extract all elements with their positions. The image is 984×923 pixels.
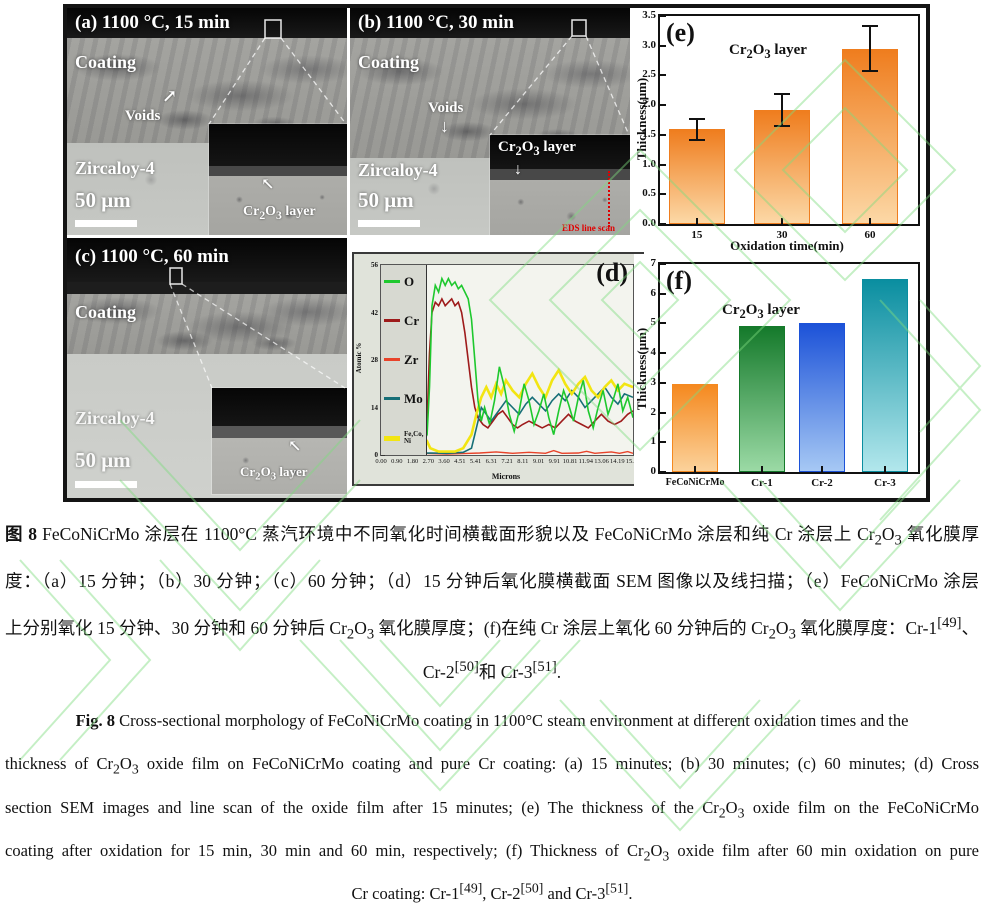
sem-panel-c: (c) 1100 °C, 60 min Coating Zircaloy-4 5…: [67, 238, 347, 498]
sem-c-scalebar: [75, 481, 137, 488]
sem-c-coating-label: Coating: [75, 302, 137, 322]
sem-a-voids-arrow-icon: ↗: [162, 86, 178, 106]
sem-a-top-band: [67, 8, 347, 38]
sem-c-inset-oxide-band: [212, 426, 347, 438]
chart-e-title: Cr2O3 layer: [729, 42, 807, 61]
sem-c-top-band: [67, 238, 347, 282]
caption-en-line-1: Fig. 8 Cross-sectional morphology of FeC…: [75, 711, 909, 730]
sem-a-inset-label: Cr2O3 layer: [243, 204, 316, 222]
sem-a-inset-arrow-icon: ↖: [261, 176, 275, 193]
sem-b-title: (b) 1100 °C, 30 min: [358, 12, 514, 33]
sem-c-inset-dark-band: [212, 388, 347, 426]
chart-f-plot: 0 1 2 3 4 5 6 7 FeCoNiCrMo Cr-1 Cr-2 Cr-3: [651, 257, 920, 489]
panel-e-label: (e): [666, 18, 695, 47]
legend-item-o: O: [381, 275, 426, 288]
sem-panel-b: (b) 1100 °C, 30 min Coating Voids ↓ Zirc…: [350, 8, 630, 235]
sem-b-inset-label: Cr2O3 layer: [498, 139, 576, 158]
sem-c-inset-substrate: [212, 438, 347, 494]
chart-e-plot: 0.0 0.5 1.0 1.5 2.0 2.5 3.0 3.5 15 30 60: [642, 9, 920, 241]
caption-en-line-3: section SEM images and line scan of the …: [5, 798, 979, 821]
sem-c-inset-arrow-icon: ↖: [288, 438, 302, 455]
sem-a-scalebar: [75, 220, 137, 227]
sem-panel-a: (a) 1100 °C, 15 min Coating Voids ↗ Zirc…: [67, 8, 347, 235]
chart-f-title: Cr2O3 layer: [722, 302, 800, 321]
legend-item-cr: Cr: [381, 314, 426, 327]
legend-item-mo: Mo: [381, 392, 426, 405]
sem-a-inset-dark-band: [209, 124, 347, 166]
sem-b-scalebar-label: 50 μm: [358, 188, 414, 212]
sem-a-substrate-label: Zircaloy-4: [75, 158, 155, 178]
sem-b-substrate-label: Zircaloy-4: [358, 160, 438, 180]
figure-8-frame: (a) 1100 °C, 15 min Coating Voids ↗ Zirc…: [63, 4, 930, 502]
sem-a-inset-oxide-band: [209, 166, 347, 176]
sem-c-crust-band: [67, 282, 347, 294]
legend-item-feconi: Fe,Co, Ni: [381, 431, 426, 445]
sem-b-scalebar: [358, 220, 420, 227]
caption-cn-line-2: 度：（a）15 分钟；（b）30 分钟；（c）60 分钟；（d）15 分钟后氧化…: [5, 571, 979, 591]
sem-c-inset-label: Cr2O3 layer: [240, 464, 308, 483]
chart-d-series-canvas: [381, 276, 633, 455]
panel-f-label: (f): [666, 266, 692, 295]
caption-cn-line-4: Cr-2[50]和 Cr-3[51].: [422, 659, 562, 682]
sem-b-eds-label: EDS line scan: [562, 223, 616, 233]
sem-b-eds-line: [608, 171, 610, 227]
sem-b-coating-label: Coating: [358, 52, 420, 72]
caption-en-line-4: coating after oxidation for 15 min, 30 m…: [5, 841, 979, 864]
sem-c-title: (c) 1100 °C, 60 min: [75, 246, 229, 267]
chart-d-plot: O Cr Zr Mo Fe,Co, Ni 0 14 28 42 56 0.00 0.90 1.80 2.7…: [371, 261, 641, 465]
chart-f: (f) Cr2O3 layer Thickness(μm) 0 1 2 3 4 5 6 7 Fe…: [634, 254, 926, 498]
sem-b-inset-dark-band: [490, 135, 630, 169]
chart-e: (e) Cr2O3 layer Thickness(μm) 0.0 0.5 1.0 1…: [634, 8, 926, 253]
sem-a-title: (a) 1100 °C, 15 min: [75, 12, 230, 33]
caption-cn-line-3: 上分别氧化 15 分钟、30 分钟和 60 分钟后 Cr2O3 氧化膜厚度；(f…: [5, 615, 980, 643]
sem-c-scalebar-label: 50 μm: [75, 448, 131, 472]
chart-e-xlabel: Oxidation time(min): [730, 238, 844, 253]
panel-d-label: (d): [596, 258, 628, 287]
legend-item-zr: Zr: [381, 353, 426, 366]
caption-en-line-2: thickness of Cr2O3 oxide film on FeCoNiC…: [5, 754, 979, 777]
sem-c-substrate-label: Zircaloy-4: [75, 408, 155, 428]
sem-b-inset-oxide-band: [490, 169, 630, 180]
caption-en-line-5: Cr coating: Cr-1[49], Cr-2[50] and Cr-3[…: [351, 880, 633, 903]
chart-d-xlabel: Microns: [491, 472, 521, 481]
caption-cn-line-1: 图 8 FeCoNiCrMo 涂层在 1100°C 蒸汽环境中不同氧化时间横截面…: [5, 524, 979, 549]
sem-b-voids-arrow-icon: ↓: [440, 116, 449, 136]
sem-a-coating-label: Coating: [75, 52, 137, 72]
chart-d: (d) Atomic % O Cr Zr Mo Fe,Co, Ni 0 14 28 42 56 0.…: [352, 252, 644, 486]
sem-a-scalebar-label: 50 μm: [75, 188, 131, 212]
sem-a-inset: ↖ Cr2O3 layer: [209, 124, 347, 235]
sem-a-voids-label: Voids: [125, 108, 161, 124]
sem-b-inset: Cr2O3 layer ↓ EDS line scan: [490, 135, 630, 235]
sem-b-voids-label: Voids: [428, 100, 464, 116]
sem-a-inset-substrate: [209, 176, 347, 235]
sem-b-inset-arrow-icon: ↓: [514, 161, 522, 178]
sem-b-inset-substrate: [490, 180, 630, 235]
chart-d-legend: O Cr Zr Mo Fe,Co, Ni: [381, 265, 427, 455]
sem-c-inset: ↖ Cr2O3 layer: [212, 388, 347, 494]
